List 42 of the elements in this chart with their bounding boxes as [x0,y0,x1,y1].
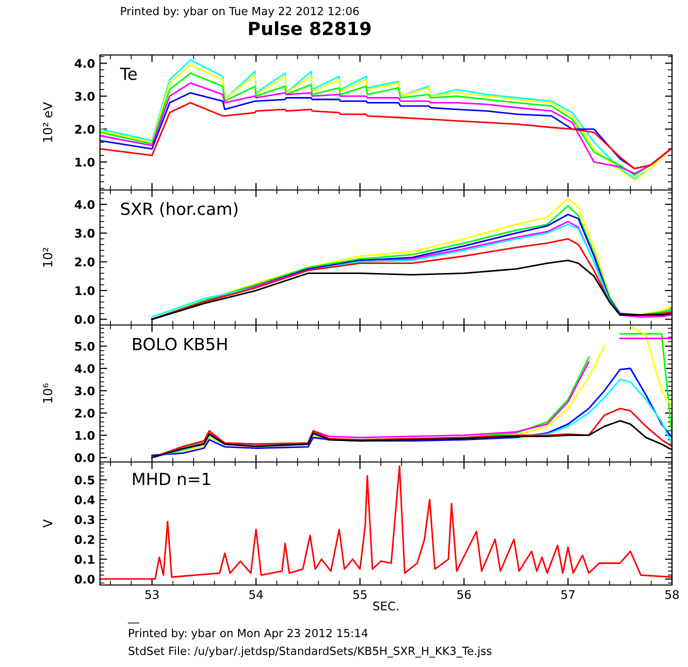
y-tick-label: 2.0 [75,408,95,418]
y-tick-label: 1.0 [76,286,95,296]
y-tick-label: 0.0 [74,574,95,584]
y-tick-label: 3.0 [75,386,95,396]
y-tick-label: 2.0 [75,124,95,134]
x-tick-label: 58 [665,590,679,599]
annotation: BOLO KB5H [133,338,227,350]
line-series [100,465,672,580]
annotation: SXR (hor.cam) [121,202,238,218]
y-tick-label: 0.0 [74,314,95,324]
chart-title: Pulse 82819 [249,21,371,36]
y-tick-label: 5.0 [75,342,95,351]
y-tick-label: 4.0 [74,364,95,374]
y-tick-label: 1.0 [76,430,95,440]
text: StdSet File: /u/ybar/.jetdsp/StandardSets/KB5H_SXR_H_KK3_Te.jss [128,646,492,658]
y-tick-label: 2.0 [75,258,95,266]
text: Printed by: ybar on Mon Apr 23 2012 15:14 [129,628,368,640]
annotation: Te [120,68,137,80]
y-tick-label: 0.0 [74,453,95,462]
x-tick-label: 55 [353,590,366,599]
y-tick-label: 4.0 [74,58,95,68]
annotation: MHD n=1 [133,472,210,486]
y-axis-title: 10² [42,248,52,267]
x-axis-title: SEC. [373,601,398,610]
x-tick-label: 57 [561,590,574,599]
y-axis-title: 10⁶ [42,383,52,403]
y-axis-title: V [43,519,52,528]
x-tick-label: 56 [457,590,471,599]
y-tick-label: 0.3 [74,515,94,524]
x-tick-label: 53 [145,590,159,599]
y-tick-label: 1.0 [76,158,95,167]
y-tick-label: 0.4 [74,495,95,504]
x-tick-label: 54 [249,590,263,599]
text: Printed by: ybar on Tue May 22 2012 12:06 [121,6,359,18]
y-tick-label: 0.5 [74,476,94,485]
text: __ [128,622,140,624]
y-tick-label: 3.0 [75,92,95,101]
y-tick-label: 0.1 [74,554,94,564]
y-tick-label: 3.0 [75,228,95,238]
y-tick-label: 4.0 [74,200,95,210]
y-tick-label: 0.2 [74,535,94,544]
y-axis-title: 10² eV [42,102,52,142]
